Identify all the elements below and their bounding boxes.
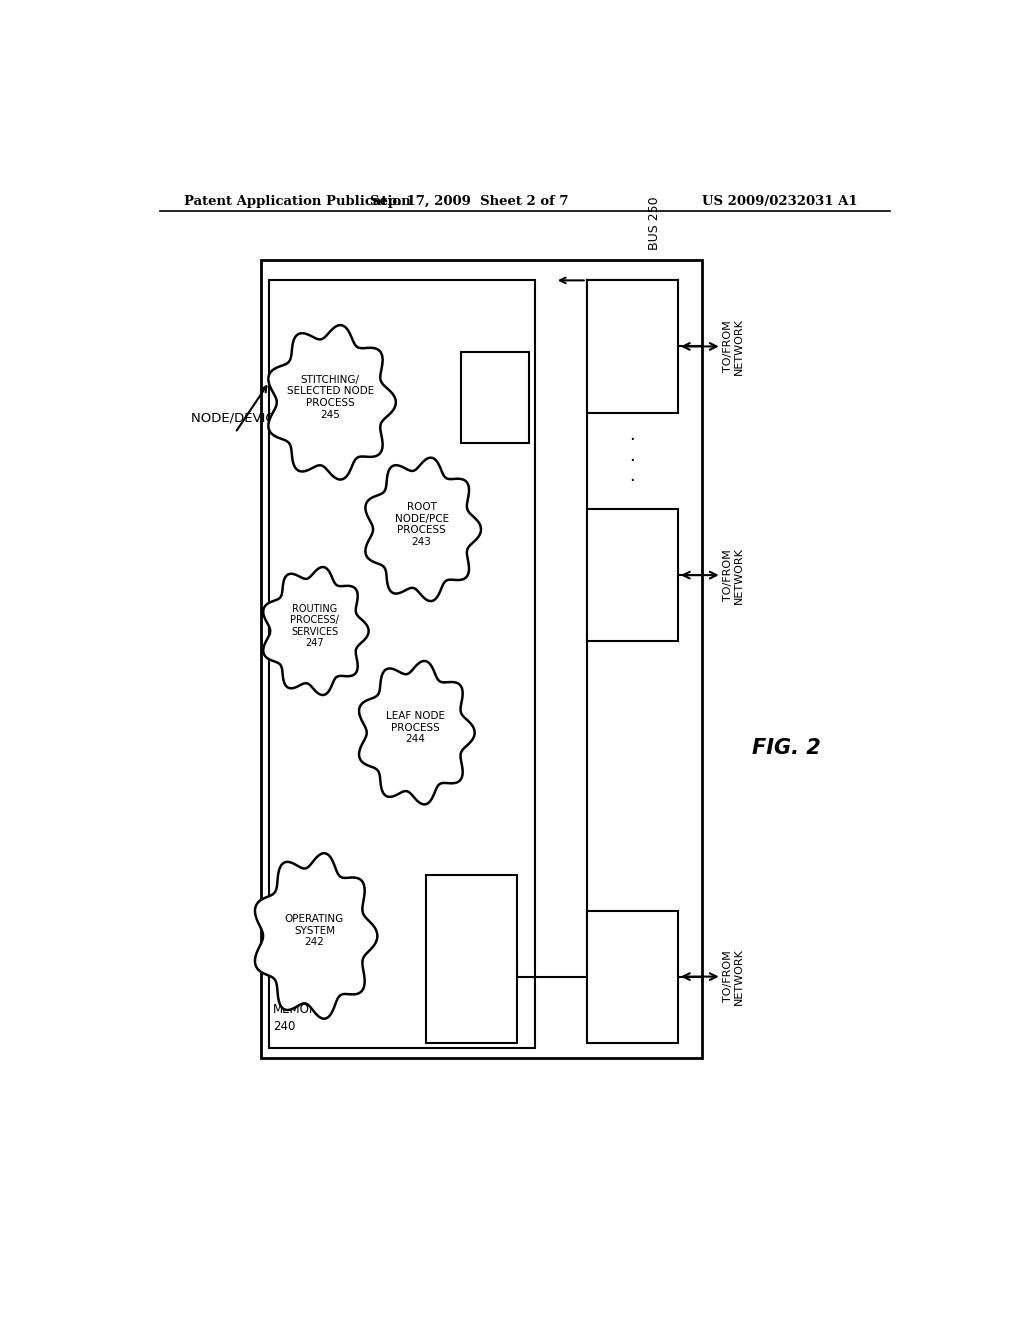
Text: 210: 210 — [628, 587, 637, 607]
Polygon shape — [268, 325, 396, 479]
Text: 240: 240 — [273, 1019, 296, 1032]
Text: 220: 220 — [461, 969, 482, 979]
Text: TO/FROM
NETWORK: TO/FROM NETWORK — [723, 546, 744, 603]
Text: NETWORK: NETWORK — [628, 527, 637, 579]
Text: ROOT
NODE/PCE
PROCESS
243: ROOT NODE/PCE PROCESS 243 — [394, 502, 449, 546]
Bar — [587, 280, 678, 412]
Polygon shape — [366, 458, 481, 601]
Text: ROUTING
PROCESS/
SERVICES
247: ROUTING PROCESS/ SERVICES 247 — [290, 603, 339, 648]
Text: TO/FROM
NETWORK: TO/FROM NETWORK — [723, 318, 744, 375]
Polygon shape — [263, 568, 369, 696]
Text: NETWORK: NETWORK — [628, 928, 637, 981]
Text: TO/FROM
NETWORK: TO/FROM NETWORK — [723, 948, 744, 1005]
Text: LSDB: LSDB — [478, 379, 512, 392]
Text: Sep. 17, 2009  Sheet 2 of 7: Sep. 17, 2009 Sheet 2 of 7 — [370, 194, 568, 207]
Text: NODE/DEVICE  200: NODE/DEVICE 200 — [191, 411, 317, 424]
Bar — [261, 260, 701, 1057]
Bar — [426, 875, 517, 1043]
Bar — [587, 911, 678, 1043]
Text: 249: 249 — [483, 403, 507, 416]
Text: US 2009/0232031 A1: US 2009/0232031 A1 — [702, 194, 858, 207]
Text: ·: · — [630, 451, 635, 470]
Text: NETWORK: NETWORK — [628, 297, 637, 351]
Text: PROCESSOR(S): PROCESSOR(S) — [429, 944, 514, 953]
Text: OPERATING
SYSTEM
242: OPERATING SYSTEM 242 — [285, 915, 344, 948]
Text: 210: 210 — [628, 359, 637, 379]
Bar — [587, 510, 678, 642]
Text: MEMORY: MEMORY — [273, 1003, 325, 1016]
Text: INTERFACE: INTERFACE — [628, 948, 637, 1005]
Text: ·: · — [630, 473, 635, 490]
Text: LEAF NODE
PROCESS
244: LEAF NODE PROCESS 244 — [386, 711, 444, 744]
Text: Patent Application Publication: Patent Application Publication — [183, 194, 411, 207]
Bar — [269, 280, 536, 1048]
Polygon shape — [255, 853, 378, 1019]
Text: FIG. 2: FIG. 2 — [753, 738, 821, 758]
Polygon shape — [359, 661, 475, 804]
Text: INTERFACE: INTERFACE — [628, 318, 637, 375]
Text: 210: 210 — [628, 989, 637, 1008]
Text: STITCHING/
SELECTED NODE
PROCESS
245: STITCHING/ SELECTED NODE PROCESS 245 — [287, 375, 374, 420]
Text: BUS 250: BUS 250 — [648, 197, 660, 249]
Text: ·: · — [630, 432, 635, 449]
Text: INTERFACE: INTERFACE — [628, 546, 637, 603]
Bar — [461, 351, 528, 444]
